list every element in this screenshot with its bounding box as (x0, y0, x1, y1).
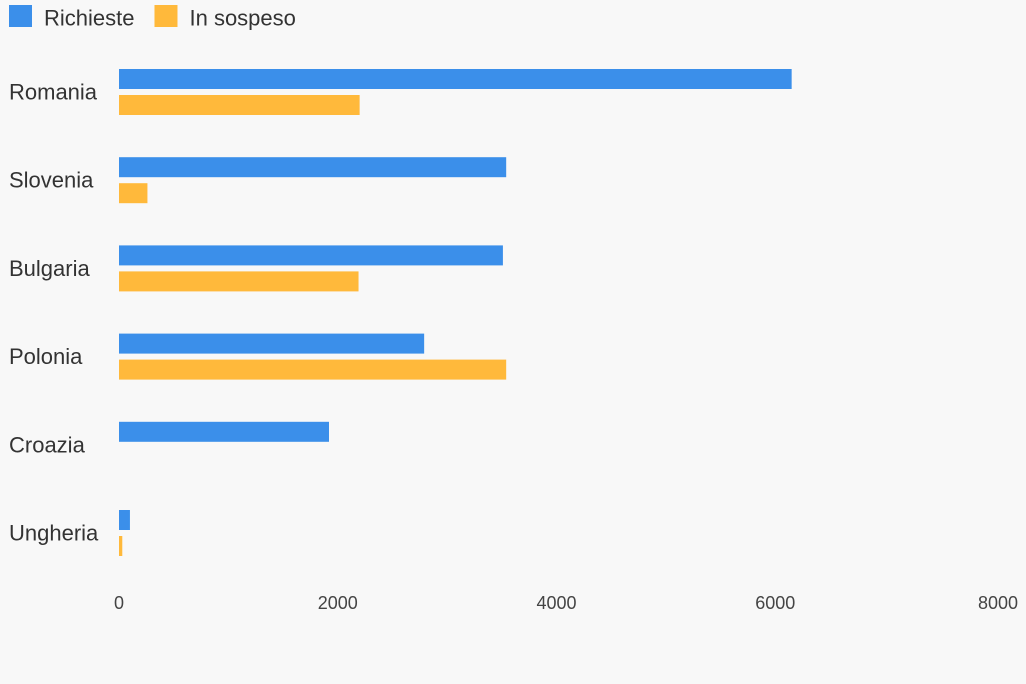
legend-swatch-in-sospeso (154, 5, 178, 27)
x-tick-label-8000: 8000 (978, 593, 1018, 613)
category-label-ungheria: Ungheria (9, 521, 99, 546)
bars-group (119, 69, 792, 556)
bar-in-sospeso-polonia (119, 359, 507, 380)
category-label-bulgaria: Bulgaria (9, 256, 90, 281)
x-tick-label-4000: 4000 (536, 593, 576, 613)
category-label-slovenia: Slovenia (9, 168, 94, 193)
bar-richieste-croazia (119, 421, 329, 442)
bar-in-sospeso-slovenia (119, 183, 148, 204)
category-label-polonia: Polonia (9, 344, 83, 369)
x-tick-label-2000: 2000 (318, 593, 358, 613)
chart-legend: Richieste In sospeso (9, 5, 296, 31)
bar-in-sospeso-bulgaria (119, 271, 359, 292)
category-label-croazia: Croazia (9, 432, 86, 457)
x-tick-label-6000: 6000 (755, 593, 795, 613)
bar-richieste-polonia (119, 333, 425, 354)
bar-richieste-romania (119, 69, 792, 89)
category-label-romania: Romania (9, 80, 98, 105)
bar-richieste-bulgaria (119, 245, 503, 266)
legend-label-richieste: Richieste (44, 6, 134, 31)
bar-richieste-ungheria (119, 510, 130, 530)
legend-swatch-richieste (9, 5, 32, 27)
x-tick-label-0: 0 (114, 593, 124, 613)
bar-in-sospeso-romania (119, 95, 360, 115)
bar-in-sospeso-ungheria (119, 536, 123, 556)
category-axis: Romania Slovenia Bulgaria Polonia Croazia Ung… (9, 80, 99, 546)
value-axis: 0 2000 4000 6000 8000 (114, 593, 1018, 613)
legend-label-in-sospeso: In sospeso (189, 6, 295, 31)
bar-richieste-slovenia (119, 157, 507, 178)
